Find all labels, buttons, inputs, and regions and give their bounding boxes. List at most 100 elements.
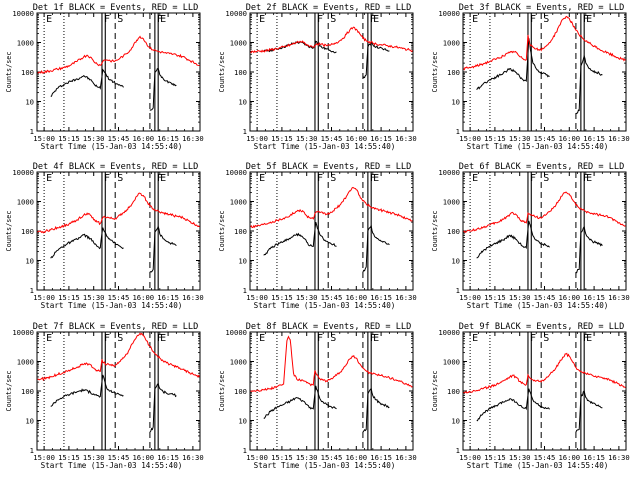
x-tick-label: 15:45 xyxy=(534,293,556,302)
panel-title: Det 1f BLACK = Events, RED = LLD xyxy=(33,3,199,13)
y-tick-label: 1 xyxy=(456,286,460,295)
y-tick-label: 10000 xyxy=(12,168,34,177)
series-lld-line xyxy=(463,191,626,233)
x-tick-label: 16:15 xyxy=(583,293,605,302)
y-axis-title: Counts/sec xyxy=(218,52,226,93)
plot-frame xyxy=(462,331,627,451)
y-tick-label: 10000 xyxy=(225,168,247,177)
panel-title: Det 3f BLACK = Events, RED = LLD xyxy=(459,3,625,13)
series-events-line xyxy=(263,221,390,273)
x-tick-label: 16:00 xyxy=(132,453,154,462)
series-events-line xyxy=(50,68,177,111)
panel-title: Det 7f BLACK = Events, RED = LLD xyxy=(33,322,199,332)
panel-title: Det 2f BLACK = Events, RED = LLD xyxy=(246,3,412,13)
panel-title: Det 4f BLACK = Events, RED = LLD xyxy=(33,162,199,172)
x-axis-title: Start Time (15-Jan-03 14:55:40) xyxy=(41,142,183,151)
x-tick-label: 15:00 xyxy=(246,134,268,143)
marker-label: S xyxy=(543,173,549,184)
y-tick-label: 1000 xyxy=(443,198,460,207)
x-tick-label: 15:00 xyxy=(246,293,268,302)
marker-label: E xyxy=(472,14,478,25)
y-tick-label: 1 xyxy=(30,286,34,295)
y-tick-label: 1000 xyxy=(230,358,247,367)
y-tick-label: 100 xyxy=(447,68,460,77)
y-axis-title: Counts/sec xyxy=(218,211,226,252)
panel-9: Det 9f BLACK = Events, RED = LLD 1 10 100 10… xyxy=(431,322,630,470)
x-tick-label: 16:30 xyxy=(182,134,204,143)
y-tick-label: 10 xyxy=(238,257,247,266)
panel-8: Det 8f BLACK = Events, RED = LLD 1 10 100 10… xyxy=(218,322,417,470)
marker-label: E xyxy=(586,173,592,184)
plot-frame xyxy=(36,171,201,291)
x-tick-label: 16:00 xyxy=(132,134,154,143)
marker-label: E xyxy=(373,333,379,344)
series-lld-line xyxy=(37,332,200,382)
panel-4: Det 4f BLACK = Events, RED = LLD 1 10 100 10… xyxy=(5,162,204,310)
panel-title: Det 6f BLACK = Events, RED = LLD xyxy=(459,162,625,172)
y-tick-label: 10 xyxy=(25,257,34,266)
x-tick-label: 16:30 xyxy=(608,453,630,462)
y-tick-label: 10000 xyxy=(438,328,460,337)
marker-label: F xyxy=(157,14,163,25)
x-tick-label: 15:00 xyxy=(33,134,55,143)
series-events-line xyxy=(476,388,603,433)
marker-label: F xyxy=(583,14,589,25)
marker-label: F xyxy=(530,333,536,344)
marker-label: S xyxy=(117,333,123,344)
y-tick-label: 10000 xyxy=(225,9,247,18)
x-axis-title: Start Time (15-Jan-03 14:55:40) xyxy=(254,461,396,470)
x-tick-label: 16:30 xyxy=(395,293,417,302)
x-tick-label: 16:30 xyxy=(182,453,204,462)
marker-label: F xyxy=(370,333,376,344)
series-events-line xyxy=(50,225,177,273)
x-tick-label: 15:30 xyxy=(296,293,318,302)
marker-label: S xyxy=(543,333,549,344)
plot-frame xyxy=(462,12,627,132)
marker-label: F xyxy=(157,173,163,184)
y-tick-label: 1 xyxy=(456,446,460,455)
y-tick-label: 1000 xyxy=(17,358,34,367)
y-axis-title: Counts/sec xyxy=(218,371,226,412)
x-axis-title: Start Time (15-Jan-03 14:55:40) xyxy=(467,142,609,151)
plot-frame xyxy=(36,12,201,132)
marker-label: F xyxy=(530,14,536,25)
y-tick-label: 1 xyxy=(30,127,34,136)
series-lld-line xyxy=(250,26,413,54)
y-tick-label: 10000 xyxy=(12,328,34,337)
marker-label: F xyxy=(104,173,110,184)
x-tick-label: 16:30 xyxy=(608,134,630,143)
x-tick-label: 15:15 xyxy=(484,293,506,302)
y-tick-label: 1000 xyxy=(443,358,460,367)
x-tick-label: 16:15 xyxy=(157,453,179,462)
x-tick-label: 15:30 xyxy=(509,293,531,302)
panel-title: Det 8f BLACK = Events, RED = LLD xyxy=(246,322,412,332)
x-tick-label: 15:30 xyxy=(509,134,531,143)
panel-title: Det 5f BLACK = Events, RED = LLD xyxy=(246,162,412,172)
marker-label: F xyxy=(370,173,376,184)
x-tick-label: 16:00 xyxy=(345,134,367,143)
panel-6: Det 6f BLACK = Events, RED = LLD 1 10 100 10… xyxy=(431,162,630,310)
x-tick-label: 16:15 xyxy=(370,453,392,462)
x-tick-label: 15:45 xyxy=(108,293,130,302)
y-axis-title: Counts/sec xyxy=(431,211,439,252)
y-axis-title: Counts/sec xyxy=(431,52,439,93)
marker-label: F xyxy=(583,333,589,344)
x-axis-title: Start Time (15-Jan-03 14:55:40) xyxy=(254,142,396,151)
marker-label: E xyxy=(160,173,166,184)
x-tick-label: 15:45 xyxy=(108,134,130,143)
x-tick-label: 15:45 xyxy=(534,453,556,462)
x-tick-label: 15:15 xyxy=(271,293,293,302)
y-tick-label: 1 xyxy=(243,127,247,136)
y-tick-label: 10 xyxy=(451,98,460,107)
plot-frame xyxy=(36,331,201,451)
x-tick-label: 15:30 xyxy=(296,134,318,143)
marker-label: E xyxy=(259,14,265,25)
y-axis-title: Counts/sec xyxy=(5,211,13,252)
marker-label: F xyxy=(104,333,110,344)
marker-label: S xyxy=(330,173,336,184)
x-tick-label: 16:15 xyxy=(370,293,392,302)
x-tick-label: 15:00 xyxy=(459,453,481,462)
y-tick-label: 10 xyxy=(238,417,247,426)
marker-label: F xyxy=(370,14,376,25)
x-tick-label: 15:45 xyxy=(534,134,556,143)
